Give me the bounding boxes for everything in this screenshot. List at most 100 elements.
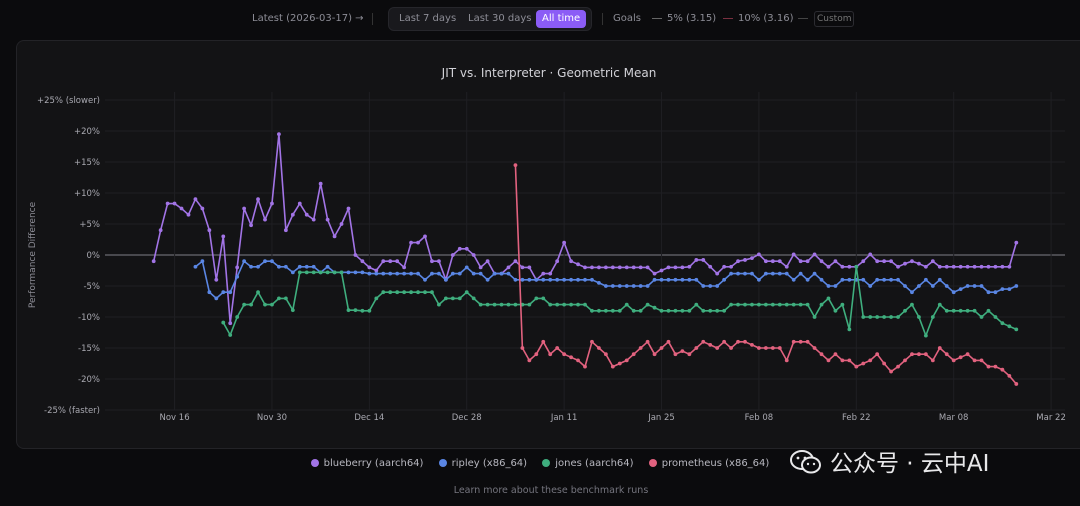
data-point [993, 290, 998, 295]
legend-item-blueberry[interactable]: blueberry (aarch64) [310, 458, 423, 469]
data-point [297, 201, 302, 206]
data-point [249, 302, 253, 307]
range-selector: Last 7 days Last 30 days All time [388, 7, 592, 31]
custom-goal-input[interactable] [814, 11, 854, 27]
data-point [457, 246, 462, 251]
data-point [937, 346, 942, 350]
legend-dot-icon [438, 459, 447, 467]
data-point [979, 315, 984, 319]
x-tick-label: Mar 22 [1036, 413, 1066, 423]
series-blueberry [151, 132, 1019, 326]
data-point [958, 355, 963, 360]
data-point [770, 271, 775, 276]
data-point [471, 271, 476, 276]
data-point [242, 206, 247, 211]
watermark-text: 公众号 · 云中AI [830, 451, 990, 477]
data-point [652, 277, 657, 282]
data-point [986, 290, 991, 295]
range-all-time[interactable]: All time [536, 10, 587, 28]
data-point [409, 271, 413, 276]
data-point [416, 290, 420, 295]
data-point [923, 277, 928, 282]
data-point [179, 206, 184, 211]
data-point [339, 270, 344, 275]
goal-5-percent[interactable]: 5% (3.15) [652, 8, 716, 30]
data-point [339, 222, 344, 226]
data-point [951, 358, 956, 363]
data-point [896, 277, 900, 282]
data-point [715, 284, 720, 288]
data-point [965, 264, 970, 269]
data-point [972, 308, 977, 313]
data-point [520, 346, 525, 350]
divider [602, 13, 603, 25]
data-point [840, 302, 845, 307]
data-point [847, 277, 852, 282]
data-point [311, 217, 316, 222]
data-point [534, 352, 539, 357]
data-point [750, 302, 754, 307]
data-point [763, 302, 768, 307]
legend-item-ripley[interactable]: ripley (x86_64) [438, 458, 527, 469]
data-point [701, 339, 706, 344]
y-tick-label: +20% [74, 127, 100, 137]
range-last-7-days[interactable]: Last 7 days [399, 13, 457, 24]
wechat-icon [790, 450, 821, 474]
goal-10-percent[interactable]: 10% (3.16) [723, 8, 793, 30]
data-point [729, 302, 733, 307]
data-point [1000, 321, 1005, 326]
data-point [819, 259, 824, 264]
data-point [750, 343, 754, 347]
data-point [896, 364, 900, 369]
data-point [617, 265, 622, 270]
data-point [791, 277, 796, 282]
data-point [617, 284, 622, 288]
data-point [527, 265, 532, 270]
data-point [520, 277, 525, 282]
data-point [965, 308, 970, 313]
data-point [819, 277, 824, 282]
data-point [944, 284, 949, 288]
y-tick-label: -10% [78, 313, 100, 323]
data-point [270, 259, 274, 264]
data-point [812, 346, 817, 350]
data-point [520, 265, 525, 270]
data-point [673, 308, 678, 313]
data-point [527, 277, 532, 282]
data-point [659, 346, 664, 350]
data-point [270, 201, 274, 206]
legend-item-jones[interactable]: jones (aarch64) [542, 458, 634, 469]
data-point [527, 358, 532, 363]
data-point [861, 361, 866, 366]
data-point [513, 259, 518, 264]
y-tick-label: -5% [83, 282, 100, 292]
range-last-30-days[interactable]: Last 30 days [468, 13, 532, 24]
legend-item-prometheus[interactable]: prometheus (x86_64) [648, 458, 769, 469]
y-tick-label: +25% (slower) [37, 96, 100, 106]
data-point [277, 264, 281, 269]
data-point [805, 277, 810, 282]
data-point [624, 302, 629, 307]
data-point [777, 259, 782, 264]
latest-link[interactable]: Latest (2026-03-17) → [252, 13, 364, 24]
learn-more-link[interactable]: Learn more about these benchmark runs [453, 485, 649, 496]
data-point [805, 259, 810, 264]
data-point [694, 277, 699, 282]
series-prometheus [513, 163, 1019, 386]
data-point [541, 271, 546, 276]
data-point [631, 352, 636, 357]
data-point [777, 302, 782, 307]
data-point [847, 264, 852, 269]
data-point [277, 132, 281, 137]
data-point [346, 308, 351, 313]
x-tick-label: Feb 08 [745, 413, 774, 423]
data-point [979, 264, 984, 269]
data-point [652, 305, 657, 310]
toolbar: Latest (2026-03-17) → Last 7 days Last 3… [0, 7, 1080, 31]
data-point [478, 271, 483, 276]
data-point [478, 265, 483, 270]
data-point [965, 284, 970, 288]
data-point [263, 217, 267, 222]
data-point [701, 258, 706, 262]
data-point [875, 352, 880, 357]
